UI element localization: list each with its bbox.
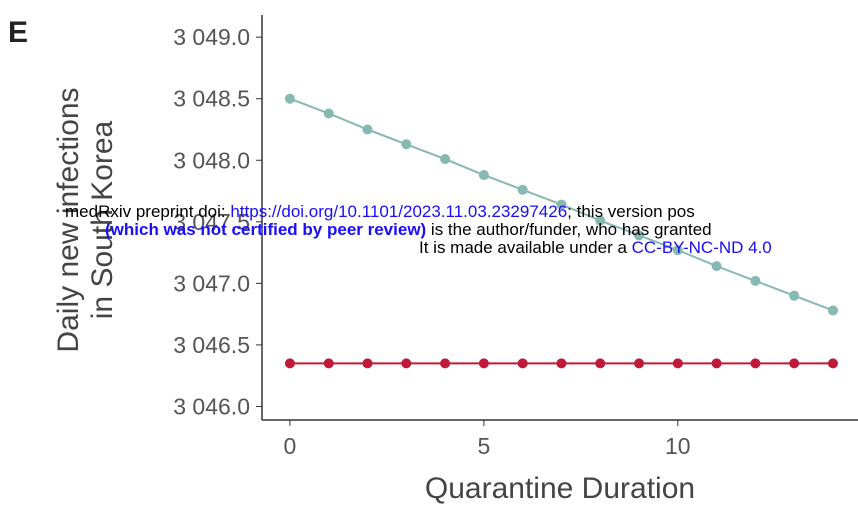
data-point xyxy=(634,358,645,369)
y-tick-label: 3 047.0 xyxy=(173,270,250,296)
data-point xyxy=(711,358,722,369)
data-point xyxy=(750,275,761,286)
x-tick-label: 0 xyxy=(284,433,297,459)
data-point xyxy=(362,124,373,135)
data-point xyxy=(284,358,295,369)
data-point xyxy=(827,358,838,369)
y-tick-label: 3 046.5 xyxy=(173,332,250,358)
text: (which was not certified by peer review) xyxy=(105,220,426,239)
data-point xyxy=(284,93,295,104)
data-point xyxy=(672,245,683,256)
link[interactable]: CC-BY-NC-ND 4.0 xyxy=(632,238,772,257)
data-point xyxy=(789,290,800,301)
y-tick-label: 3 048.5 xyxy=(173,86,250,112)
data-point xyxy=(362,358,373,369)
y-tick-label: 3 048.0 xyxy=(173,147,250,173)
watermark: medRxiv preprint doi: https://doi.org/10… xyxy=(65,202,772,257)
y-tick-label: 3 047.5 xyxy=(173,209,250,235)
data-point xyxy=(323,108,334,119)
data-point xyxy=(750,358,761,369)
data-point xyxy=(789,358,800,369)
link[interactable]: https://doi.org/10.1101/2023.11.03.23297… xyxy=(230,202,567,221)
data-point xyxy=(827,305,838,316)
y-tick-label: 3 049.0 xyxy=(173,24,250,50)
data-point xyxy=(401,358,412,369)
data-point xyxy=(478,170,489,181)
data-point xyxy=(672,358,683,369)
watermark-line: (which was not certified by peer review)… xyxy=(105,220,712,239)
watermark-line: medRxiv preprint doi: https://doi.org/10… xyxy=(65,202,695,221)
x-tick-label: 10 xyxy=(665,433,691,459)
text: It is made available under a xyxy=(419,238,632,257)
text: medRxiv preprint doi: xyxy=(65,202,230,221)
y-axis-label: Daily new infections xyxy=(52,87,85,352)
data-point xyxy=(440,154,451,165)
x-tick-label: 5 xyxy=(477,433,490,459)
text: is the author/funder, who has granted xyxy=(426,220,711,239)
panel-label: E xyxy=(8,16,28,49)
data-point xyxy=(556,358,567,369)
data-point xyxy=(478,358,489,369)
data-point xyxy=(440,358,451,369)
text: ; this version pos xyxy=(567,202,695,221)
data-point xyxy=(517,358,528,369)
data-point xyxy=(323,358,334,369)
data-point xyxy=(711,261,722,272)
watermark-line: It is made available under a CC-BY-NC-ND… xyxy=(419,238,772,257)
y-axis-label: in South Korea xyxy=(86,120,119,319)
data-point xyxy=(517,184,528,195)
x-axis-label: Quarantine Duration xyxy=(425,472,695,505)
plot-area: 3 046.0 3 046.5 3 047.0 3 047.5 3 048.0 3 048… xyxy=(173,15,858,459)
data-point xyxy=(401,139,412,150)
data-point xyxy=(634,230,645,241)
data-point xyxy=(556,199,567,210)
y-tick-label: 3 046.0 xyxy=(173,393,250,419)
data-point xyxy=(595,358,606,369)
data-point xyxy=(595,215,606,226)
